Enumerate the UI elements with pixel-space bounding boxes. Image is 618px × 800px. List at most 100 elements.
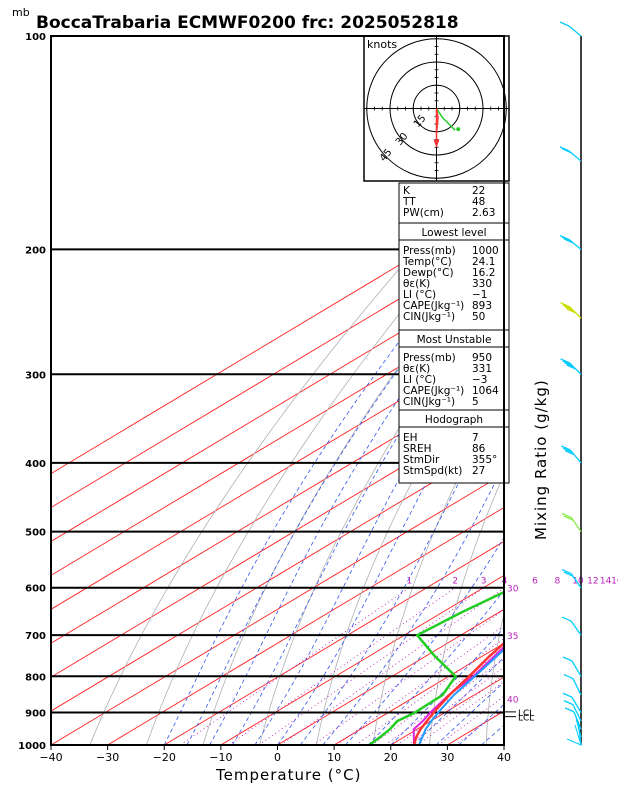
isotherm-line [51, 371, 504, 644]
isotherm-line [51, 439, 504, 712]
isotherm-edge-label: 30 [507, 585, 519, 595]
info-row-value: 1000 [472, 245, 499, 257]
temperature-tick-label: 20 [384, 751, 398, 764]
info-row-label: θε(K) [403, 363, 430, 375]
dry-adiabat-line [315, 326, 504, 745]
info-row-value: 27 [472, 465, 485, 477]
info-row-value: 16.2 [472, 267, 495, 279]
pressure-tick-label: 500 [25, 528, 46, 539]
info-row-label: PW(cm) [403, 207, 444, 219]
mixing-ratio-axis-title: Mixing Ratio (g/kg) [532, 379, 550, 540]
hodograph-end-dot [456, 127, 461, 132]
wind-barb-flag [566, 308, 576, 314]
info-row-label: Press(mb) [403, 245, 456, 257]
background-lines [51, 36, 618, 745]
pressure-tick-label: 900 [25, 709, 46, 720]
isotherm-line [51, 235, 504, 509]
info-row-value: 50 [472, 311, 485, 323]
wind-barb-flag [563, 515, 574, 521]
wind-barb-flag [564, 450, 575, 456]
info-row-value: 7 [472, 432, 479, 444]
moist-adiabat-line [345, 536, 504, 745]
info-row-label: CAPE(Jkg⁻¹) [403, 300, 464, 312]
info-block-hodo [398, 409, 510, 484]
wind-barb-flag [561, 616, 572, 622]
temperature-tick-label: 10 [327, 751, 341, 764]
info-row-value: 330 [472, 278, 492, 290]
isotherm-line [107, 507, 504, 745]
info-row-value: 950 [472, 352, 492, 364]
pressure-axis: 100 200 300 400 500 600 700 800 900 1000 [18, 32, 46, 752]
mixing-ratio-label: 1 [407, 577, 413, 587]
info-row-value: 893 [472, 300, 492, 312]
isotherm-line [561, 36, 618, 745]
pressure-tick-label: 1000 [18, 741, 46, 752]
info-row-label: Temp(°C) [402, 256, 452, 268]
info-row-value: −3 [472, 374, 487, 386]
wind-barb-staff [572, 704, 582, 722]
dry-adiabat-line [372, 390, 504, 745]
hodograph-trace-green [435, 108, 456, 131]
temperature-tick-label: 30 [440, 751, 454, 764]
moist-adiabat-line [435, 681, 504, 745]
mixing-ratio-labels: 1234681012141618202530303540 [407, 577, 618, 706]
pressure-tick-label: 200 [25, 245, 46, 256]
lcl-label: LCL [518, 709, 534, 719]
info-block-heading: Hodograph [425, 414, 483, 426]
info-row-value: 5 [472, 396, 479, 408]
isotherm-line [51, 405, 504, 678]
isotherm-line [51, 473, 504, 745]
temperature-tick-label: −20 [153, 751, 176, 764]
x-axis-title: Temperature (°C) [215, 766, 361, 784]
wind-barb-staff [572, 678, 582, 696]
wind-barb-flag [562, 360, 572, 366]
temperature-profile [412, 641, 504, 745]
virtual-temperature-profile [418, 648, 504, 745]
mixing-ratio-label: 3 [481, 577, 487, 587]
info-row-label: CAPE(Jkg⁻¹) [403, 385, 464, 397]
mixing-ratio-label: 8 [554, 577, 560, 587]
wind-barb-surface [566, 724, 582, 746]
wind-barb-flag [564, 362, 574, 368]
wind-barb-flag [560, 358, 570, 364]
wind-barb-flag [560, 302, 570, 308]
info-row-value: 22 [472, 185, 485, 197]
info-row-label: Press(mb) [403, 352, 456, 364]
mixing-ratio-label: 6 [532, 577, 538, 587]
isotherm-line [277, 608, 504, 745]
info-row-label: TT [402, 196, 416, 208]
isotherm-line [51, 201, 504, 475]
wind-barb-flag [564, 707, 575, 713]
wind-barb-staff [568, 25, 582, 37]
info-block-mu [398, 329, 510, 411]
pressure-tick-label: 400 [25, 459, 46, 470]
dry-adiabat-line [598, 36, 618, 745]
pressure-tick-label: 600 [25, 584, 46, 595]
mixing-ratio-label: 12 [587, 577, 598, 587]
wind-barb-flag [561, 236, 572, 242]
wind-barb-staff [573, 711, 582, 730]
wind-barb-column [559, 21, 582, 746]
wind-barb-flag [563, 700, 574, 706]
pressure-tick-label: 300 [25, 370, 46, 381]
wind-barb-flag [559, 21, 570, 27]
info-row-value: 86 [472, 443, 486, 455]
pressure-tick-label: 800 [25, 672, 46, 683]
wind-barb-staff [570, 620, 582, 636]
mixing-ratio-line [407, 674, 504, 745]
wind-barb-flag [559, 146, 570, 152]
isotherm-line [164, 540, 504, 745]
temperature-tick-label: −30 [96, 751, 119, 764]
isotherm-line [51, 337, 504, 610]
mixing-ratio-label: 14 [600, 577, 612, 587]
info-row-label: LI (°C) [403, 289, 436, 301]
moist-adiabat-line [413, 656, 504, 745]
moist-adiabat-line [322, 464, 504, 745]
info-block-lowest [398, 222, 510, 331]
mixing-ratio-label: 16 [611, 577, 618, 587]
info-row-value: −1 [472, 289, 487, 301]
isotherm-line [51, 303, 504, 576]
mixing-ratio-label: 2 [452, 577, 458, 587]
